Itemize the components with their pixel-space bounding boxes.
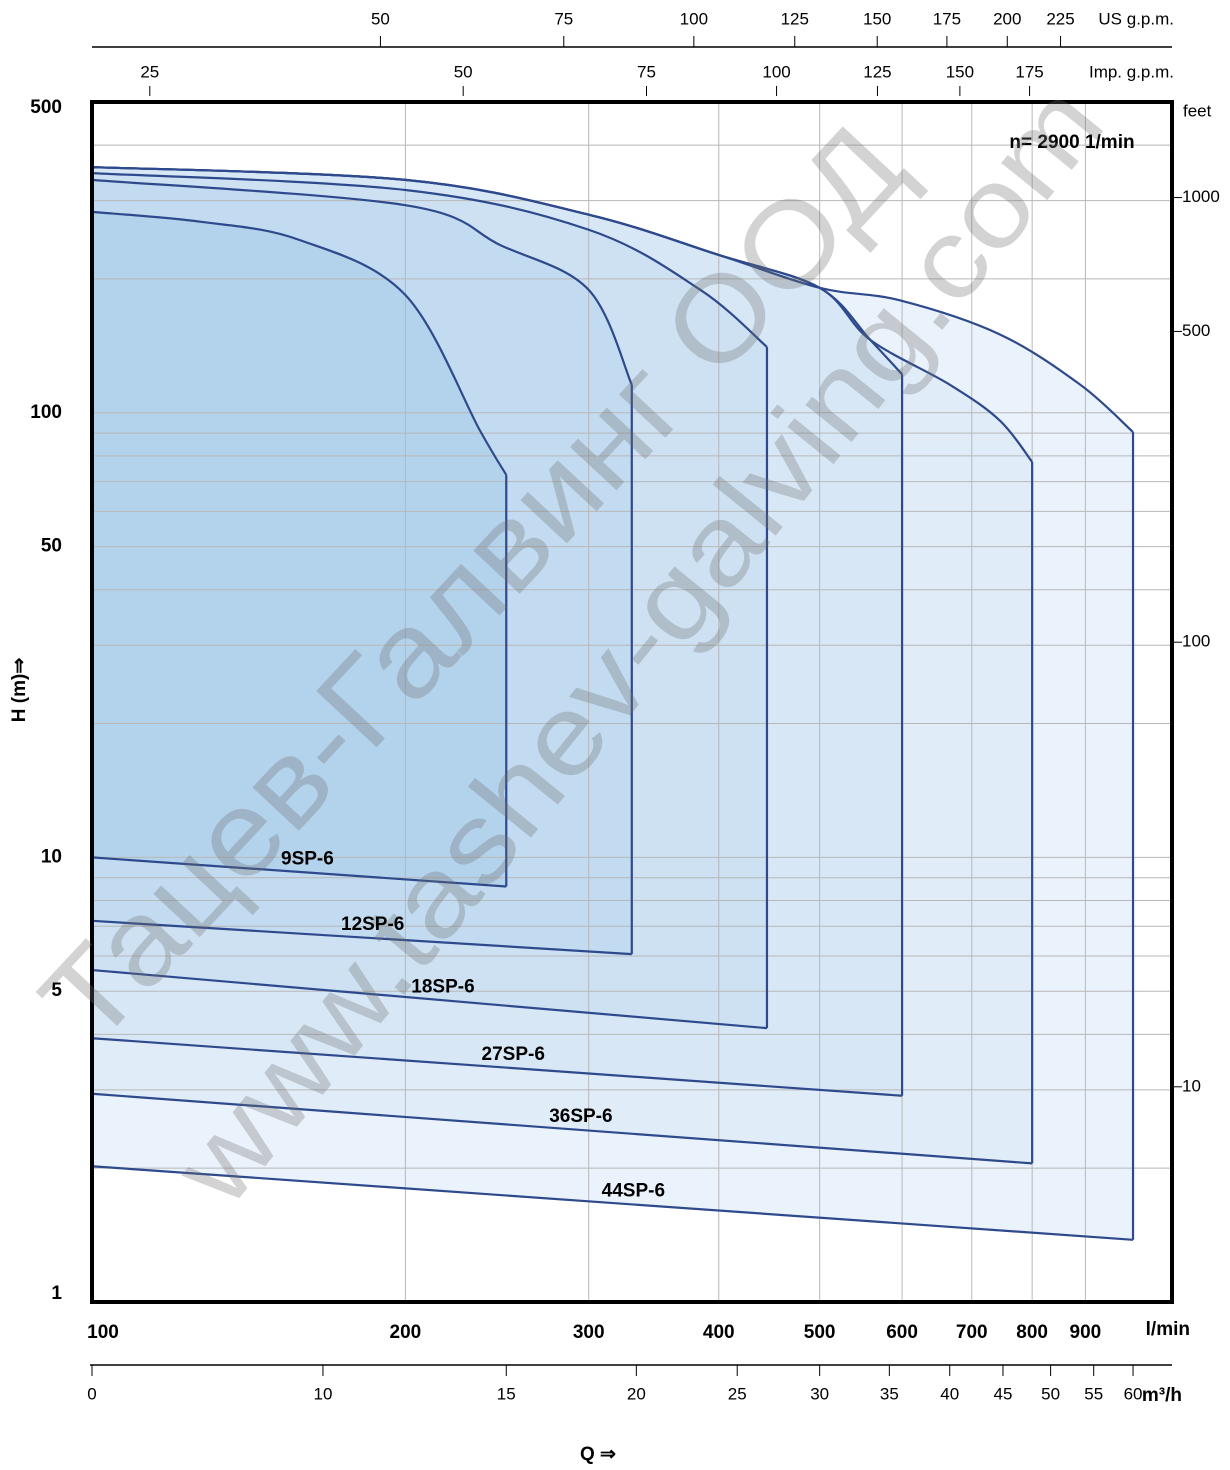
x-tick-label: 50 — [371, 9, 390, 28]
max-head-curve — [91, 178, 633, 386]
min-head-line — [91, 968, 768, 1030]
min-head-line — [91, 1092, 1033, 1165]
x-tick-label: 150 — [946, 62, 974, 81]
x-tick-label: 500 — [804, 1322, 836, 1343]
x-tick-label: 175 — [1015, 62, 1043, 81]
x-tick-label: 50 — [454, 62, 473, 81]
x-tick-label: 45 — [994, 1384, 1013, 1403]
series-label: 18SP-6 — [411, 976, 474, 997]
x-tick-label: 40 — [940, 1384, 959, 1403]
x-tick-label: 600 — [886, 1322, 918, 1343]
series-label: 12SP-6 — [341, 914, 404, 935]
min-head-line — [91, 856, 507, 888]
y-tick-label: 10 — [1182, 1076, 1201, 1095]
x-tick-label: 25 — [140, 62, 159, 81]
y-tick-label: 1 — [51, 1283, 62, 1304]
annotation: n= 2900 1/min — [1009, 132, 1134, 153]
x-tick-label: 10 — [313, 1384, 332, 1403]
y-tick-label: 500 — [30, 97, 62, 118]
axis-unit: Imp. g.p.m. — [1089, 62, 1174, 81]
max-head-curve — [91, 171, 768, 348]
x-tick-label: 15 — [497, 1384, 516, 1403]
range-area — [92, 211, 507, 887]
x-unit: l/min — [1146, 1319, 1190, 1340]
y-tick-label: 100 — [30, 402, 62, 423]
x-axis-title: Q ⇒ — [580, 1444, 616, 1465]
y-tick-label: 10 — [41, 846, 62, 867]
x-tick-label: 125 — [781, 9, 809, 28]
x-tick-label: 100 — [87, 1322, 119, 1343]
series-label: 44SP-6 — [602, 1181, 665, 1202]
min-head-line — [91, 1037, 903, 1097]
y-tick-label: 5 — [51, 980, 62, 1001]
x-tick-label: 200 — [993, 9, 1021, 28]
x-tick-label: 0 — [87, 1384, 96, 1403]
min-head-line — [91, 1165, 1134, 1241]
x-tick-label: 150 — [863, 9, 891, 28]
x-tick-label: 25 — [728, 1384, 747, 1403]
y-tick-label: 50 — [41, 536, 62, 557]
x-tick-label: 175 — [933, 9, 961, 28]
x-tick-label: 300 — [573, 1322, 605, 1343]
min-head-line — [91, 919, 632, 956]
areas — [92, 167, 1134, 1240]
x-tick-label: 20 — [627, 1384, 646, 1403]
plot-frame — [90, 100, 1174, 1304]
x-tick-label: 75 — [554, 9, 573, 28]
x-tick-label: 100 — [680, 9, 708, 28]
x-tick-label: 60 — [1124, 1384, 1143, 1403]
x-tick-label: 125 — [863, 62, 891, 81]
x-tick-label: 700 — [956, 1322, 988, 1343]
x-tick-label: 30 — [810, 1384, 829, 1403]
x-tick-label: 100 — [762, 62, 790, 81]
x-tick-label: 35 — [880, 1384, 899, 1403]
x-tick-label: 400 — [703, 1322, 735, 1343]
axis-unit: feet — [1183, 101, 1212, 120]
y-tick-label: 1000 — [1182, 187, 1220, 206]
series-label: 36SP-6 — [549, 1106, 612, 1127]
x-tick-label: 900 — [1070, 1322, 1102, 1343]
grid — [92, 102, 1172, 1302]
series-label: 9SP-6 — [281, 849, 334, 870]
x-tick-label: 800 — [1016, 1322, 1048, 1343]
x-tick-label: 50 — [1041, 1384, 1060, 1403]
y-axis-title: H (m)⇒ — [9, 658, 30, 723]
series-label: 27SP-6 — [482, 1044, 545, 1065]
y-tick-label: 100 — [1182, 632, 1210, 651]
x-tick-label: 55 — [1084, 1384, 1103, 1403]
axis-unit: US g.p.m. — [1098, 9, 1174, 28]
lines — [91, 165, 1135, 1241]
x-tick-label: 200 — [390, 1322, 422, 1343]
max-head-curve — [91, 210, 508, 476]
axis-unit: m³/h — [1142, 1385, 1182, 1406]
y-tick-label: 500 — [1182, 321, 1210, 340]
max-head-curve — [91, 165, 903, 376]
x-tick-label: 75 — [637, 62, 656, 81]
x-tick-label: 225 — [1046, 9, 1074, 28]
